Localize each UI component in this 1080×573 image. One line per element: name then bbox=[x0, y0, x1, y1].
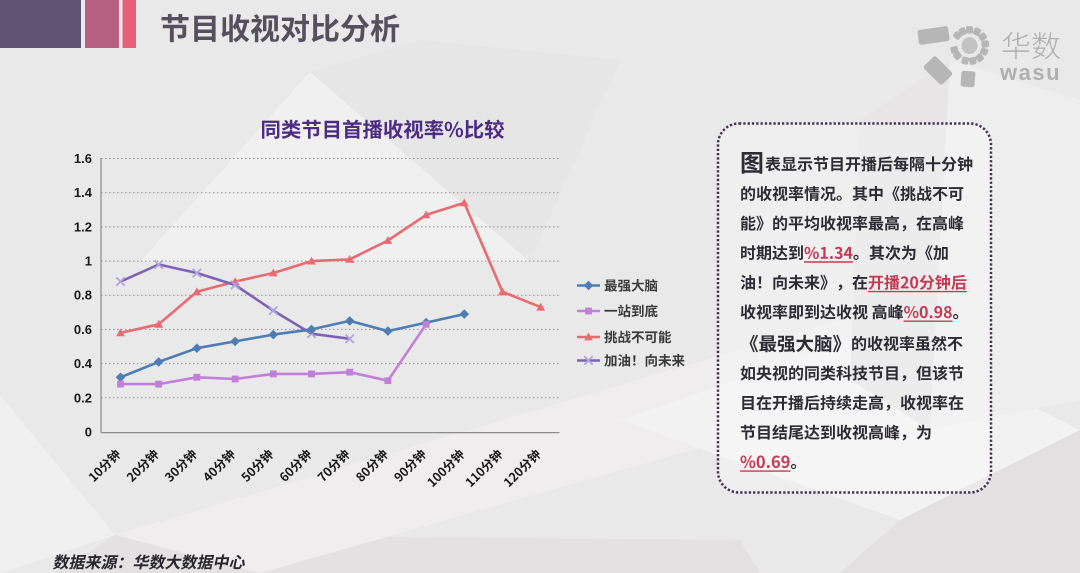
svg-text:1.6: 1.6 bbox=[74, 151, 92, 166]
svg-text:wasu: wasu bbox=[999, 60, 1061, 85]
svg-text:0.8: 0.8 bbox=[74, 288, 92, 303]
svg-text:0.2: 0.2 bbox=[74, 390, 92, 405]
svg-text:0.6: 0.6 bbox=[74, 322, 92, 337]
svg-text:1: 1 bbox=[85, 254, 92, 269]
svg-text:1.4: 1.4 bbox=[74, 185, 93, 200]
svg-text:0.4: 0.4 bbox=[74, 356, 93, 371]
svg-text:0: 0 bbox=[85, 425, 92, 440]
svg-text:1.2: 1.2 bbox=[74, 219, 92, 234]
